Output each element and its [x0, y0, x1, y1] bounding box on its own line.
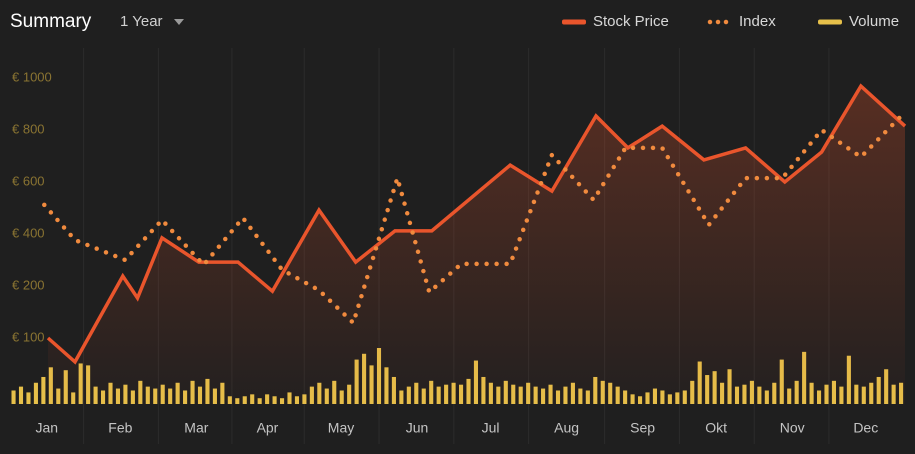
x-tick-label: May: [328, 420, 354, 436]
y-tick-label: € 600: [12, 173, 45, 188]
range-dropdown[interactable]: 1 Year: [120, 13, 184, 30]
range-label[interactable]: 1 Year: [120, 13, 163, 30]
plot: [11, 83, 908, 404]
y-tick-label: € 800: [12, 121, 45, 136]
dropdown-caret[interactable]: [174, 19, 184, 25]
x-tick-label: Jul: [482, 420, 500, 436]
x-tick-label: Dec: [853, 420, 878, 436]
legend-label: Stock Price: [593, 13, 669, 30]
x-tick-label: Okt: [705, 420, 727, 436]
title: Summary: [10, 11, 92, 32]
y-tick-label: € 1000: [12, 69, 52, 84]
x-tick-label: Mar: [184, 420, 208, 436]
y-tick-label: € 100: [12, 329, 45, 344]
x-tick-label: Nov: [780, 420, 805, 436]
volume-bar: [41, 376, 46, 404]
legend-label: Index: [739, 13, 776, 30]
stock-line: [46, 83, 907, 365]
y-tick-label: € 200: [12, 277, 45, 292]
x-tick-label: Jun: [406, 420, 429, 436]
volume-bar: [33, 382, 38, 404]
legend-swatch: [818, 19, 842, 25]
volume-bar: [26, 392, 31, 404]
x-tick-label: Jan: [35, 420, 58, 436]
x-tick-label: Apr: [257, 420, 279, 436]
y-tick-label: € 400: [12, 225, 45, 240]
index-line: [42, 109, 908, 328]
volume-bar: [18, 386, 24, 404]
volume-bar: [11, 390, 16, 404]
x-tick-label: Sep: [630, 420, 655, 436]
legend-swatch: [562, 19, 586, 25]
legend-label: Volume: [849, 13, 899, 30]
x-tick-label: Feb: [108, 420, 132, 436]
legend: Stock Price Index Volume: [562, 13, 899, 30]
x-tick-label: Aug: [554, 420, 579, 436]
stock-area: [48, 86, 905, 404]
